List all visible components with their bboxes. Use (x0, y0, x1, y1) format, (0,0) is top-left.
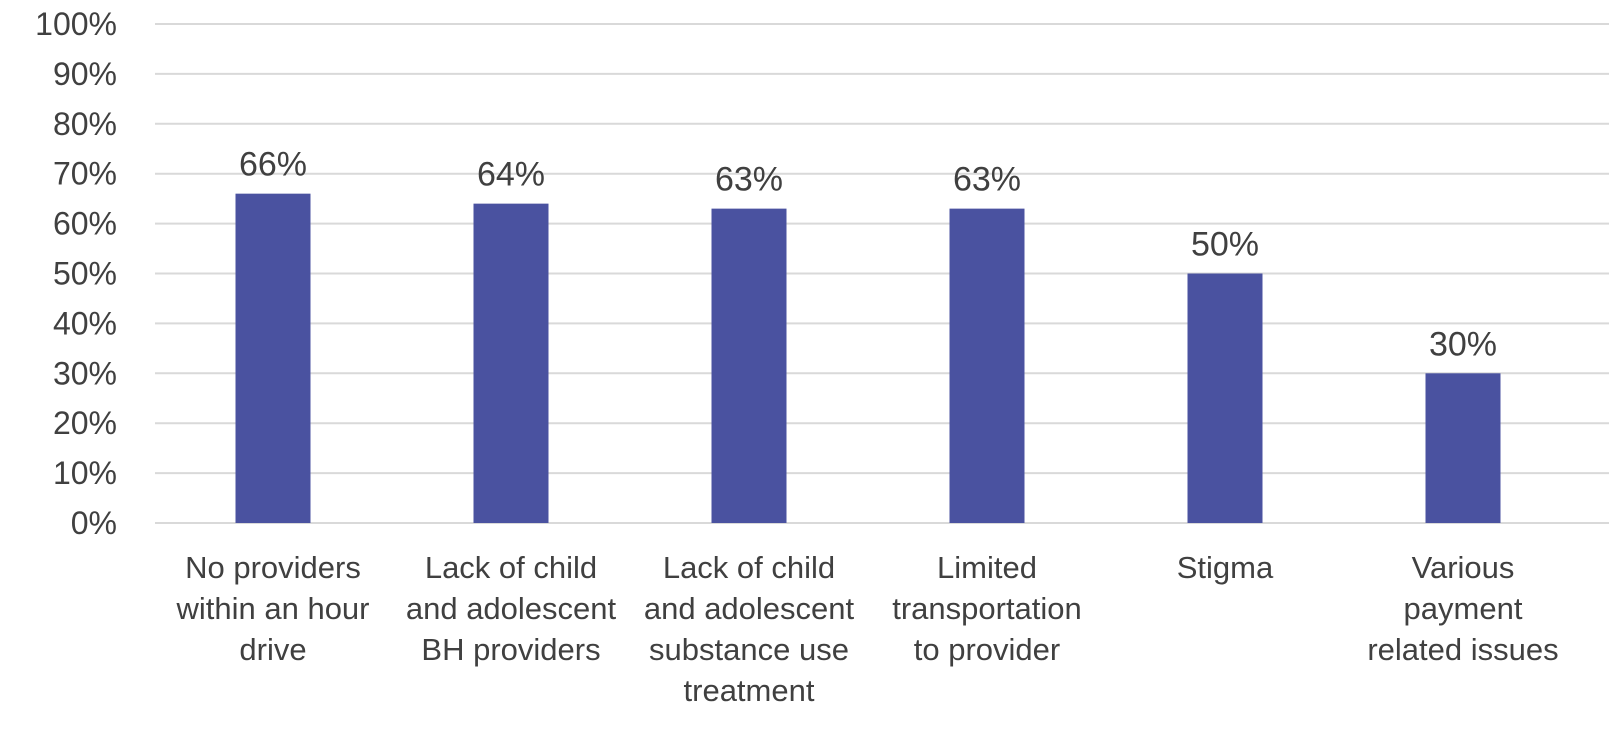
category-label-line: Limited (937, 550, 1037, 585)
category-labels: No providers within an hour drive Lack of c… (175, 550, 1558, 708)
y-tick-label: 20% (53, 405, 117, 441)
data-label: 50% (1191, 226, 1259, 264)
category-label-line: Various (1412, 550, 1515, 585)
category-label-line: and adolescent (644, 591, 855, 626)
category-label-line: transportation (892, 591, 1082, 626)
category-label: Lack of child and adolescent substance use… (644, 550, 855, 708)
y-tick-label: 40% (53, 305, 117, 341)
bar (473, 203, 549, 523)
category-label-line: treatment (684, 673, 815, 708)
category-label-line: BH providers (421, 632, 600, 667)
gridlines (155, 23, 1609, 524)
data-label: 64% (477, 156, 545, 194)
category-label-line: within an hour (175, 591, 369, 626)
category-label-line: Lack of child (425, 550, 597, 585)
category-label-line: Lack of child (663, 550, 835, 585)
bar (1187, 273, 1263, 523)
category-label-line: to provider (914, 632, 1060, 667)
category-label-line: substance use (649, 632, 849, 667)
y-axis-tick-labels: 0% 10% 20% 30% 40% 50% 60% 70% 80% 90% 100% (35, 6, 117, 541)
data-labels: 66% 64% 63% 63% 50% 30% (239, 146, 1497, 364)
bars (235, 193, 1501, 523)
y-tick-label: 80% (53, 106, 117, 142)
category-label-line: payment (1404, 591, 1523, 626)
category-label-line: related issues (1367, 632, 1558, 667)
bar (949, 208, 1025, 523)
bar (235, 193, 311, 523)
category-label-line: drive (239, 632, 306, 667)
data-label: 30% (1429, 325, 1497, 363)
category-label: No providers within an hour drive (175, 550, 369, 667)
data-label: 63% (953, 161, 1021, 199)
y-tick-label: 30% (53, 355, 117, 391)
category-label: Lack of child and adolescent BH providers (406, 550, 617, 667)
data-label: 63% (715, 161, 783, 199)
category-label-line: and adolescent (406, 591, 617, 626)
y-tick-label: 50% (53, 256, 117, 292)
y-tick-label: 0% (71, 505, 117, 541)
category-label-line: Stigma (1177, 550, 1274, 585)
y-tick-label: 100% (35, 6, 117, 42)
y-tick-label: 70% (53, 156, 117, 192)
category-label-line: No providers (185, 550, 361, 585)
bar (711, 208, 787, 523)
data-label: 66% (239, 146, 307, 184)
category-label: Limited transportation to provider (892, 550, 1082, 667)
y-tick-label: 60% (53, 206, 117, 242)
category-label: Stigma (1177, 550, 1274, 585)
y-tick-label: 90% (53, 56, 117, 92)
category-label: Various payment related issues (1367, 550, 1558, 667)
y-tick-label: 10% (53, 455, 117, 491)
bar (1425, 373, 1501, 523)
